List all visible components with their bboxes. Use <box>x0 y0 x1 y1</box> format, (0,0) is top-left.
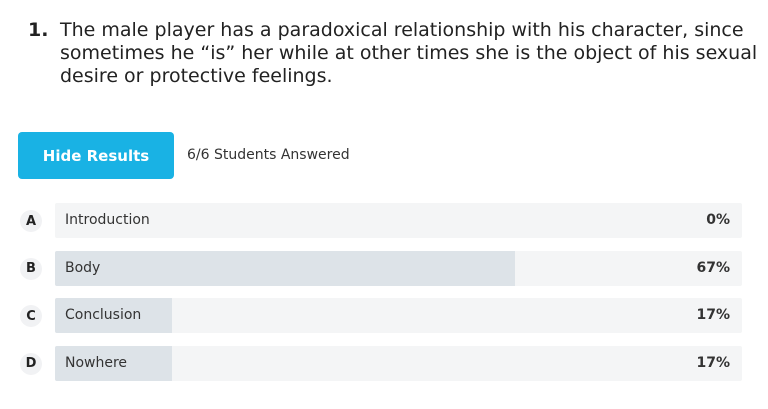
result-track: Introduction 0% <box>55 203 742 238</box>
result-bar <box>55 298 172 333</box>
option-text: Body <box>65 259 101 276</box>
option-letter: B <box>20 257 42 280</box>
answered-count: 6/6 Students Answered <box>187 147 350 163</box>
hide-results-button[interactable]: Hide Results <box>18 132 174 179</box>
result-bar <box>55 345 172 381</box>
option-row: C Conclusion 17% <box>0 298 768 333</box>
result-track: Conclusion 17% <box>55 298 742 333</box>
option-letter: C <box>20 305 42 327</box>
option-text: Introduction <box>65 212 150 228</box>
option-row: A Introduction 0% <box>0 203 768 238</box>
option-percent: 17% <box>696 354 730 371</box>
option-letter: A <box>20 210 42 232</box>
question-number: 1. <box>28 19 49 41</box>
option-text: Conclusion <box>65 307 142 323</box>
result-track: Nowhere 17% <box>55 345 742 381</box>
option-row: D Nowhere 17% <box>0 345 768 381</box>
option-percent: 67% <box>696 259 730 276</box>
option-letter: D <box>20 352 42 375</box>
option-text: Nowhere <box>65 354 128 371</box>
result-track: Body 67% <box>55 250 742 286</box>
option-percent: 0% <box>706 212 730 228</box>
option-percent: 17% <box>696 307 730 323</box>
option-row: B Body 67% <box>0 250 768 286</box>
result-bar <box>55 250 516 286</box>
question-text: The male player has a paradoxical relati… <box>60 19 758 87</box>
